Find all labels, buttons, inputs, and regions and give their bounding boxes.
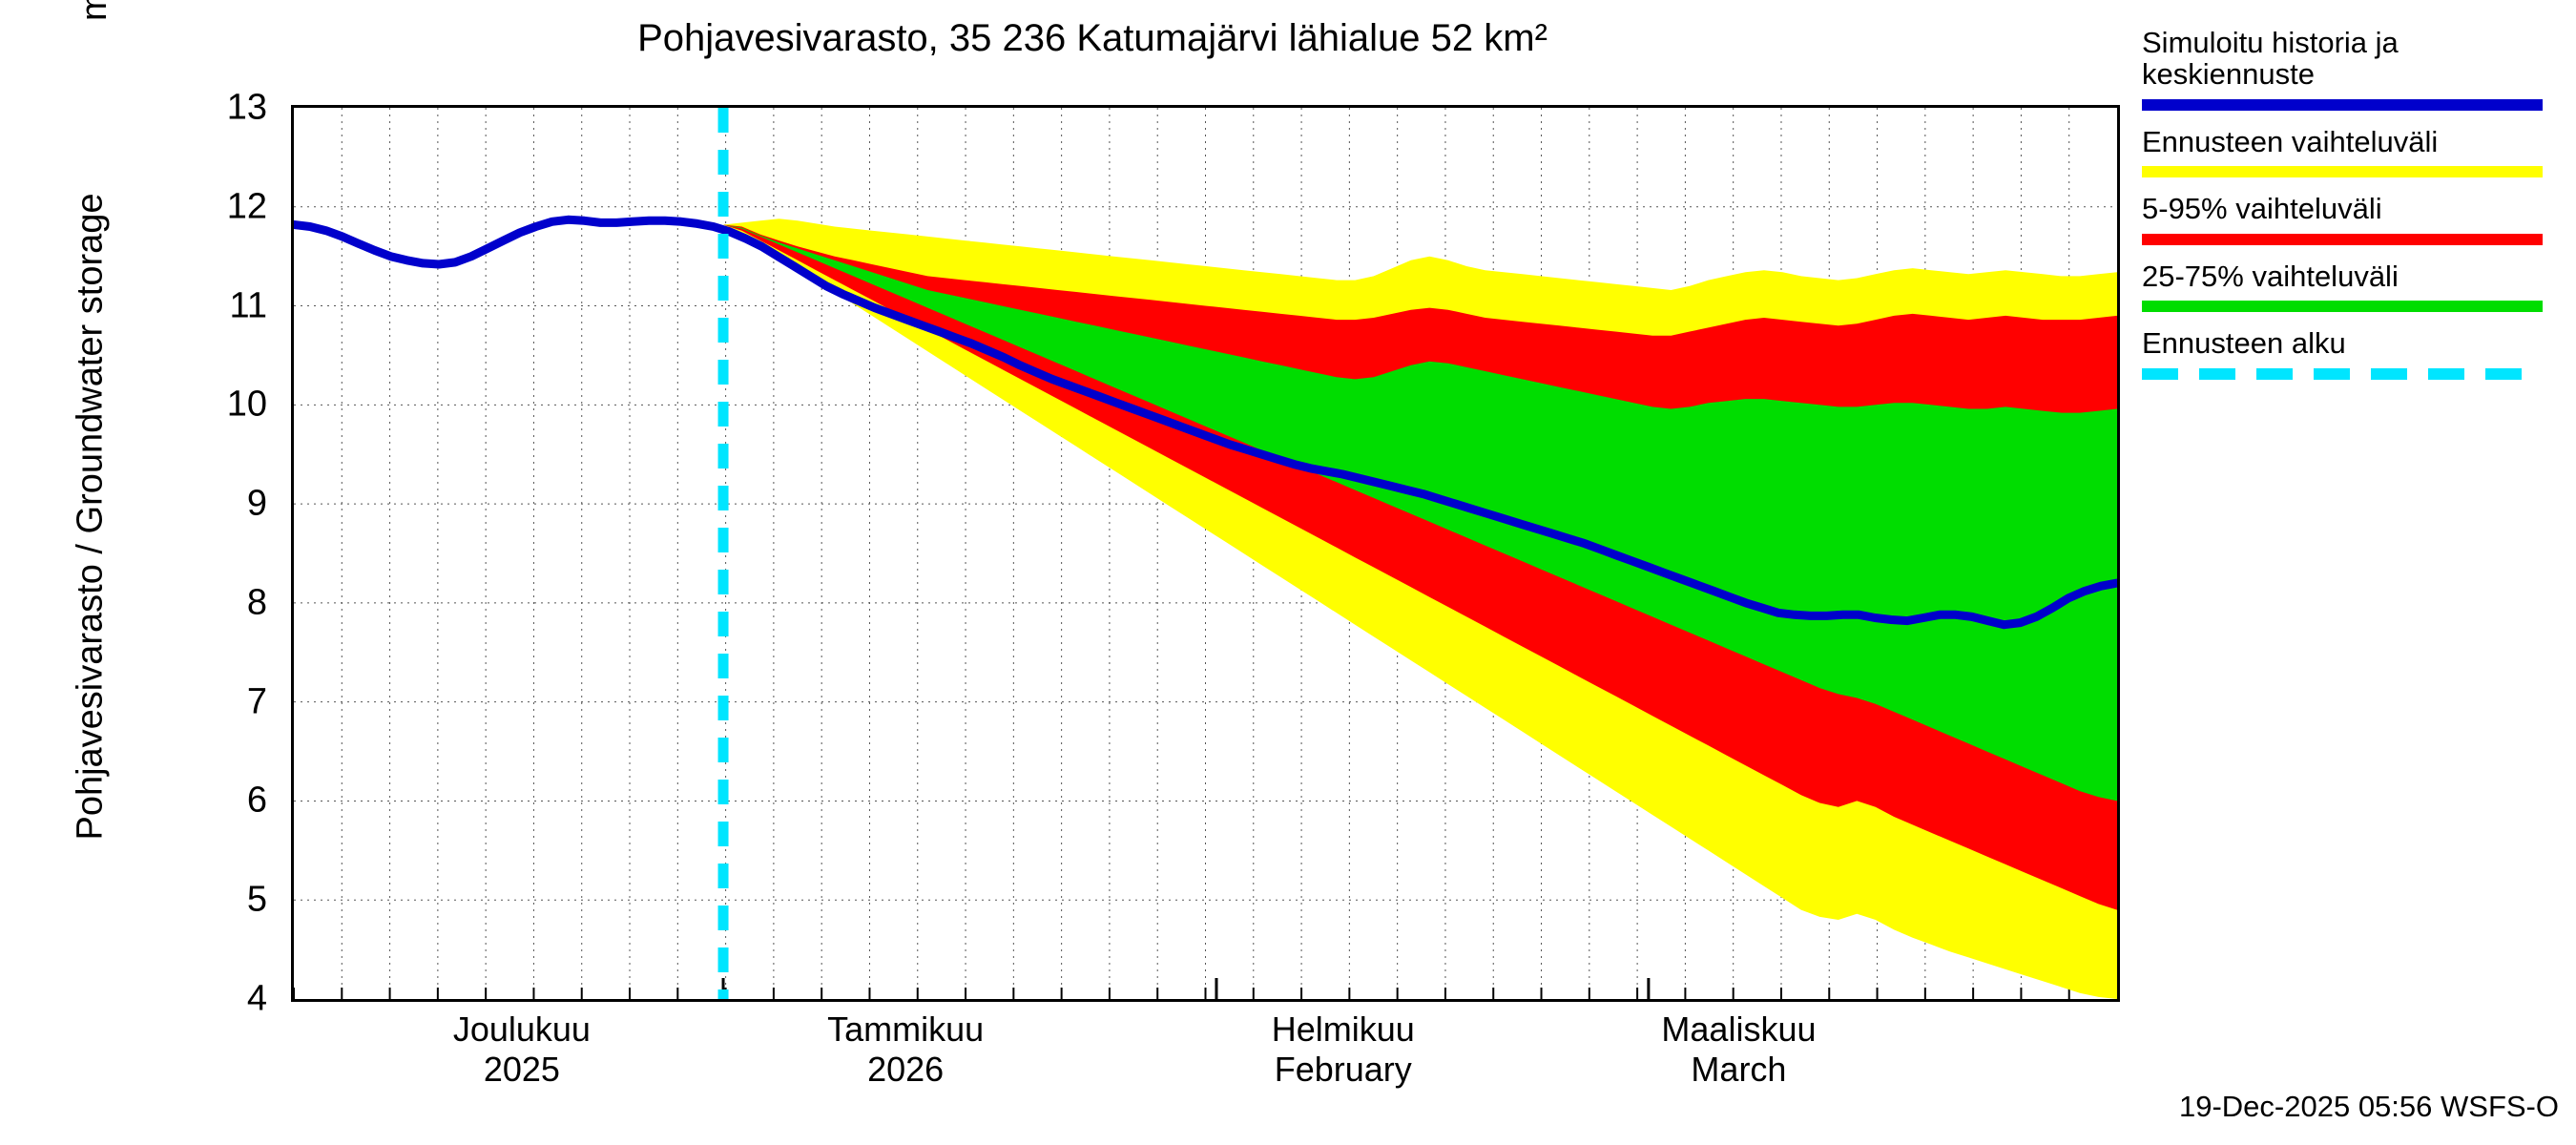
legend-entry: 25-75% vaihteluväli — [2142, 259, 2562, 313]
chart-title: Pohjavesivarasto, 35 236 Katumajärvi läh… — [0, 17, 2576, 60]
y-tick-label: 8 — [246, 582, 267, 623]
legend-label: 25-75% vaihteluväli — [2142, 259, 2399, 293]
legend-swatch — [2142, 367, 2543, 380]
y-tick-label: 7 — [246, 681, 267, 722]
y-tick-label: 5 — [246, 879, 267, 920]
x-tick-label: Maaliskuu March — [1661, 1010, 1817, 1089]
chart-title-text: Pohjavesivarasto, 35 236 Katumajärvi läh… — [637, 17, 1548, 59]
chart-canvas — [294, 108, 2117, 999]
x-tick-label: Joulukuu 2025 — [452, 1010, 591, 1089]
legend-entry: Ennusteen vaihteluväli — [2142, 124, 2562, 178]
legend-entry: Simuloitu historia ja keskiennuste — [2142, 27, 2562, 111]
legend-label: Ennusteen vaihteluväli — [2142, 124, 2439, 158]
y-tick-label: 4 — [246, 978, 267, 1019]
y-tick-label: 6 — [246, 780, 267, 821]
legend-entry: 5-95% vaihteluväli — [2142, 192, 2562, 245]
legend-swatch — [2142, 233, 2543, 245]
legend-entry: Ennusteen alku — [2142, 326, 2562, 380]
y-tick-label: 10 — [226, 384, 267, 425]
legend-label: 5-95% vaihteluväli — [2142, 192, 2382, 226]
y-tick-label: 12 — [226, 186, 267, 227]
plot-area — [291, 105, 2120, 1002]
y-axis-ticks: 4 5 6 7 8 9 10 11 12 13 — [0, 0, 286, 1145]
y-tick-label: 9 — [246, 483, 267, 524]
chart-legend: Simuloitu historia ja keskiennuste Ennuste… — [2142, 27, 2562, 395]
legend-swatch — [2142, 166, 2543, 178]
legend-label-line2: keskiennuste — [2142, 57, 2315, 92]
y-tick-label: 11 — [229, 285, 267, 326]
y-tick-label: 13 — [226, 87, 267, 128]
legend-label: Simuloitu historia ja keskiennuste — [2142, 27, 2562, 91]
x-tick-label: Helmikuu February — [1271, 1010, 1415, 1089]
legend-swatch — [2142, 301, 2543, 313]
x-tick-label: Tammikuu 2026 — [827, 1010, 985, 1089]
legend-label: Ennusteen alku — [2142, 326, 2346, 361]
legend-swatch — [2142, 98, 2543, 111]
timestamp-stamp: 19-Dec-2025 05:56 WSFS-O — [2178, 1090, 2559, 1123]
